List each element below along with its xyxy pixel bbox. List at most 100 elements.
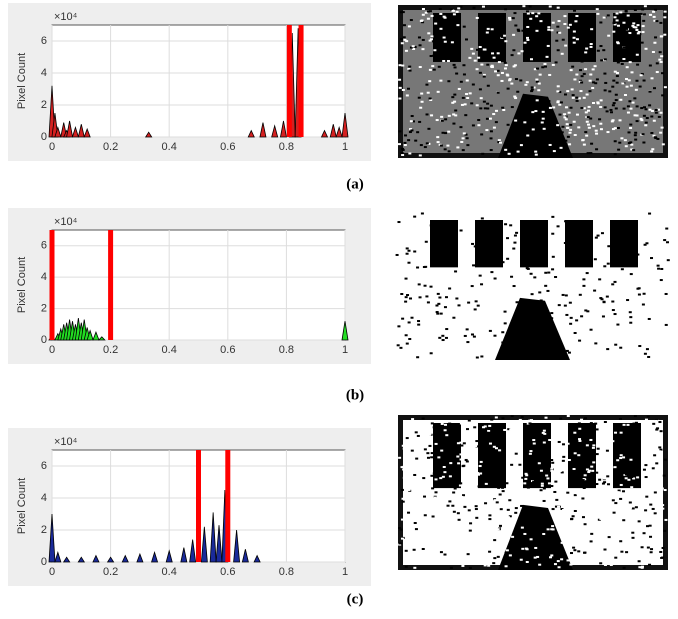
speck — [656, 427, 660, 430]
caption: (a) — [346, 176, 364, 192]
speck — [663, 16, 667, 19]
speck — [634, 26, 638, 29]
speck — [567, 459, 571, 462]
speck — [573, 431, 577, 434]
speck — [498, 449, 502, 452]
piano-key — [433, 13, 461, 62]
speck — [425, 83, 429, 86]
speck — [593, 506, 597, 509]
speck — [477, 473, 481, 476]
speck — [450, 553, 454, 556]
speck — [455, 468, 459, 471]
speck — [602, 300, 606, 303]
speck — [534, 546, 538, 549]
speck — [520, 504, 524, 507]
speck — [585, 120, 589, 123]
speck — [426, 519, 430, 522]
speck — [421, 38, 425, 41]
speck — [436, 141, 440, 144]
speck — [407, 488, 411, 491]
speck — [586, 39, 590, 42]
speck — [525, 81, 529, 84]
speck — [629, 259, 633, 262]
speck — [404, 134, 408, 137]
speck — [492, 229, 496, 232]
speck — [504, 8, 508, 11]
speck — [479, 436, 483, 439]
speck — [429, 352, 433, 355]
speck — [628, 61, 632, 64]
speck — [477, 262, 481, 265]
speck — [411, 120, 415, 123]
speck — [614, 93, 618, 96]
speck — [615, 81, 619, 84]
speck — [401, 317, 405, 320]
hand — [495, 297, 570, 360]
speck — [504, 565, 508, 568]
bar — [215, 525, 223, 563]
speck — [526, 39, 530, 42]
speck — [648, 527, 652, 530]
speck — [480, 283, 484, 286]
x-tick-label: 0 — [49, 141, 55, 153]
speck — [581, 516, 585, 519]
speck — [520, 416, 524, 419]
speck — [605, 533, 609, 536]
speck — [434, 434, 438, 437]
speck — [642, 13, 646, 16]
speck — [553, 563, 557, 566]
bar — [247, 129, 255, 138]
speck — [664, 323, 668, 326]
speck — [613, 23, 617, 26]
speck — [482, 75, 486, 78]
speck — [595, 471, 599, 474]
speck — [651, 507, 655, 510]
speck — [657, 267, 661, 270]
speck — [636, 63, 640, 66]
speck — [543, 63, 547, 66]
speck — [611, 499, 615, 502]
speck — [647, 355, 651, 358]
speck — [618, 141, 622, 144]
speck — [613, 241, 617, 244]
speck — [655, 20, 659, 23]
speck — [451, 96, 455, 99]
speck — [538, 291, 542, 294]
speck — [599, 45, 603, 48]
speck — [616, 42, 620, 45]
speck — [574, 479, 578, 482]
speck — [558, 470, 562, 473]
bar — [48, 513, 56, 563]
speck — [442, 59, 446, 62]
threshold-line — [225, 450, 231, 562]
speck — [448, 422, 452, 425]
speck — [587, 105, 591, 108]
speck — [556, 427, 560, 430]
speck — [580, 81, 584, 84]
speck — [415, 426, 419, 429]
speck — [513, 241, 517, 244]
speck — [473, 308, 477, 311]
speck — [523, 121, 527, 124]
speck — [622, 46, 626, 49]
speck — [650, 518, 654, 521]
speck — [476, 472, 480, 475]
speck — [613, 280, 617, 283]
speck — [556, 90, 560, 93]
speck — [425, 432, 429, 435]
speck — [644, 464, 648, 467]
speck — [478, 71, 482, 74]
speck — [663, 33, 667, 36]
speck — [636, 32, 640, 35]
speck — [402, 24, 406, 27]
bar — [253, 554, 261, 563]
speck — [447, 80, 451, 83]
speck — [408, 458, 412, 461]
speck — [490, 271, 494, 274]
speck — [603, 89, 607, 92]
speck — [596, 234, 600, 237]
speck — [655, 462, 659, 465]
speck — [447, 150, 451, 153]
speck — [546, 289, 550, 292]
piano-key — [523, 423, 551, 489]
